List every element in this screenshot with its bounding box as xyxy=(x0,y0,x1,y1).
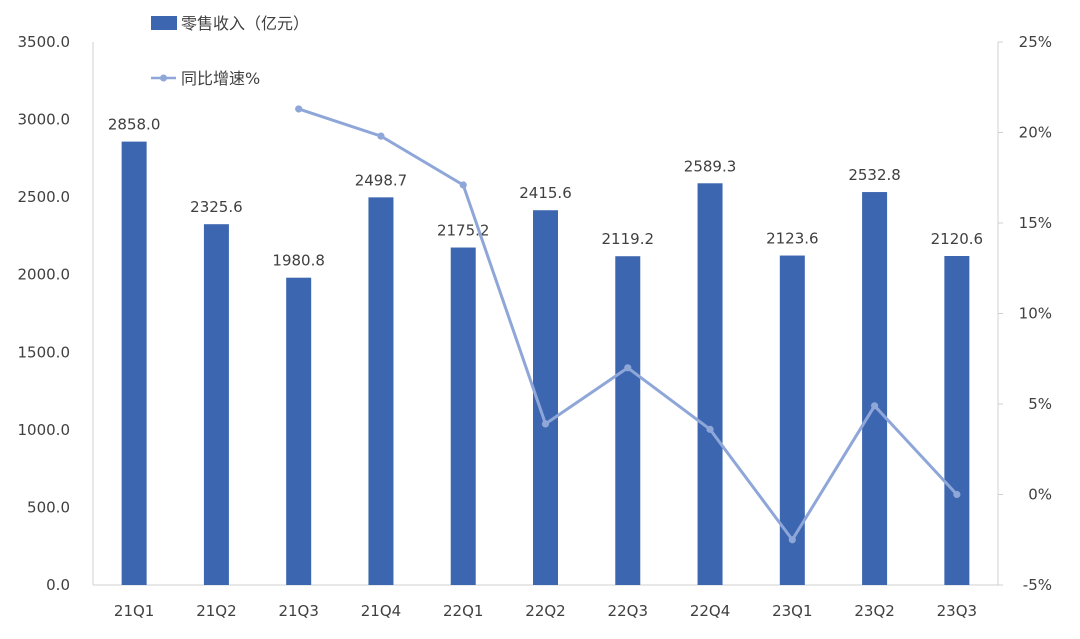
left-y-tick-label: 3500.0 xyxy=(18,33,71,51)
legend-bar-swatch xyxy=(151,16,177,30)
x-tick-label: 23Q1 xyxy=(772,602,812,620)
bar-data-label: 2325.6 xyxy=(190,198,243,216)
growth-point xyxy=(459,181,467,189)
bar-data-label: 2589.3 xyxy=(684,157,737,175)
left-y-tick-label: 0.0 xyxy=(46,576,70,594)
x-tick-label: 22Q4 xyxy=(690,602,730,620)
x-tick-label: 22Q3 xyxy=(608,602,648,620)
left-y-tick-label: 2500.0 xyxy=(18,188,71,206)
bar-data-label: 2858.0 xyxy=(108,116,161,134)
growth-line-series xyxy=(295,105,961,544)
bar-data-label: 2119.2 xyxy=(602,230,655,248)
right-y-tick-label: 15% xyxy=(1019,214,1052,232)
bar xyxy=(203,224,229,585)
legend: 零售收入（亿元） 同比增速% xyxy=(151,14,309,88)
left-y-tick-label: 1000.0 xyxy=(18,421,71,439)
growth-point xyxy=(624,364,632,372)
bar xyxy=(286,277,312,585)
bar-data-label: 1980.8 xyxy=(272,252,325,270)
x-tick-label: 23Q2 xyxy=(854,602,894,620)
left-y-tick-label: 3000.0 xyxy=(18,111,71,129)
bar xyxy=(862,192,888,585)
legend-line-marker xyxy=(160,74,167,82)
left-y-tick-label: 1500.0 xyxy=(18,343,71,361)
bar xyxy=(944,256,970,585)
bar xyxy=(697,183,723,585)
bar xyxy=(615,256,641,585)
growth-point xyxy=(953,490,961,499)
right-y-tick-label: -5% xyxy=(1023,576,1052,594)
growth-point xyxy=(788,536,796,544)
bar-data-label: 2532.8 xyxy=(848,166,901,184)
growth-point xyxy=(706,425,714,433)
growth-point xyxy=(541,420,550,428)
bar xyxy=(368,197,394,585)
legend-line-label: 同比增速% xyxy=(181,69,260,88)
growth-point xyxy=(377,132,385,140)
x-tick-label: 21Q2 xyxy=(196,602,236,620)
x-tick-label: 23Q3 xyxy=(937,602,977,620)
bar xyxy=(121,141,147,585)
x-tick-label: 21Q4 xyxy=(361,602,401,620)
left-y-tick-label: 2000.0 xyxy=(18,266,71,284)
right-y-tick-label: 5% xyxy=(1028,395,1052,413)
bar xyxy=(450,247,476,585)
x-tick-label: 21Q3 xyxy=(278,602,318,620)
bar-data-label: 2123.6 xyxy=(766,230,819,248)
bar xyxy=(779,255,805,585)
bar-data-label: 2120.6 xyxy=(931,230,984,248)
axes: 0.0 500.0 1000.0 1500.0 2000.0 2500.0 3000.0 35… xyxy=(18,33,1053,620)
left-y-tick-label: 500.0 xyxy=(27,498,70,516)
x-tick-label: 22Q2 xyxy=(525,602,565,620)
legend-bar-label: 零售收入（亿元） xyxy=(181,14,309,33)
x-tick-label: 22Q1 xyxy=(443,602,483,620)
bar-data-labels: 2858.02325.61980.82498.72175.22415.62119… xyxy=(108,116,983,270)
bar-data-label: 2498.7 xyxy=(355,171,408,189)
bars xyxy=(121,141,970,585)
bar-data-label: 2415.6 xyxy=(519,184,572,202)
right-y-tick-label: 20% xyxy=(1019,124,1052,142)
growth-point xyxy=(870,402,879,410)
x-tick-label: 21Q1 xyxy=(114,602,154,620)
right-y-tick-label: 0% xyxy=(1028,486,1052,504)
right-y-tick-label: 25% xyxy=(1019,33,1052,51)
right-y-tick-label: 10% xyxy=(1019,305,1052,323)
growth-point xyxy=(295,105,303,113)
